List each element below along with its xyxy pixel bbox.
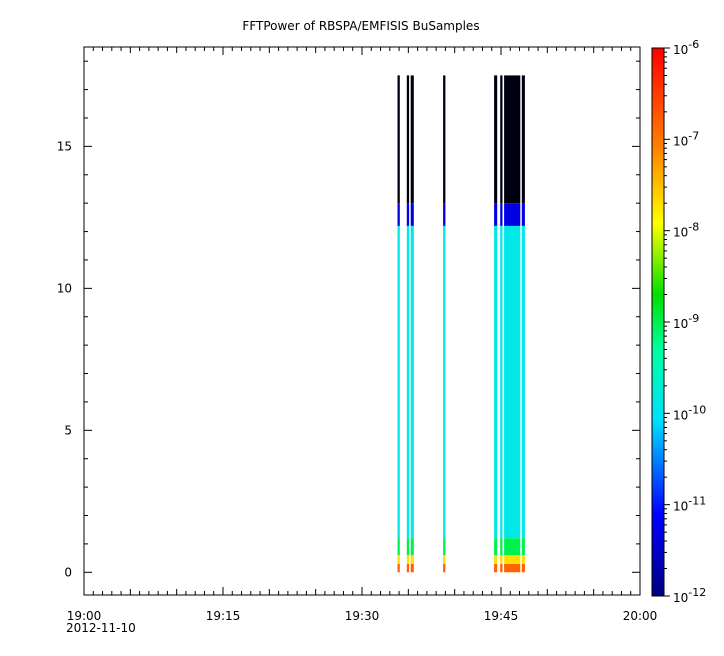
spectrogram-cell [500, 75, 503, 204]
colorbar-tick-label: 10-10 [673, 403, 706, 422]
spectrogram-cell [406, 538, 410, 556]
colorbar-tick-label: 10-11 [673, 495, 706, 514]
spectrogram-cell [406, 75, 410, 204]
spectrogram-cell [397, 75, 400, 204]
spectrogram-cell [410, 203, 414, 226]
spectrogram-cell [500, 555, 503, 564]
spectrogram-cell [406, 203, 410, 226]
spectrogram-cell [406, 225, 410, 539]
spectrogram-cell [397, 555, 400, 564]
spectrogram-cell [494, 563, 498, 573]
spectrogram-cell [397, 203, 400, 226]
spectrogram-cell [521, 75, 525, 204]
spectrogram-cell [410, 563, 414, 573]
spectrogram-cell [494, 203, 498, 226]
spectrogram-cell [504, 225, 521, 539]
colorbar-tick-label: 10-8 [673, 221, 699, 240]
chart-title: FFTPower of RBSPA/EMFISIS BuSamples [242, 19, 479, 33]
spectrogram-stripes [397, 75, 525, 573]
spectrogram-cell [521, 563, 525, 573]
colorbar-axis: 10-12 10-11 10-10 10-9 10-8 10-7 10-6 [664, 38, 706, 605]
x-date-label: 2012-11-10 [66, 621, 136, 635]
y-axis: 0 5 10 15 [57, 60, 640, 579]
x-tick-label: 19:15 [206, 609, 241, 623]
colorbar [651, 47, 665, 597]
y-tick-label: 5 [64, 423, 72, 437]
spectrogram-cell [521, 555, 525, 564]
spectrogram-cell [443, 538, 446, 556]
spectrogram-cell [397, 225, 400, 539]
spectrogram-cell [494, 75, 498, 204]
spectrogram-cell [500, 563, 503, 573]
spectrogram-cell [504, 538, 521, 556]
spectrogram-cell [500, 225, 503, 539]
x-tick-label: 19:45 [484, 609, 519, 623]
spectrogram-cell [500, 538, 503, 556]
y-tick-label: 10 [57, 281, 72, 295]
spectrogram-cell [410, 538, 414, 556]
spectrogram-cell [494, 225, 498, 539]
y-tick-label: 15 [57, 139, 72, 153]
plot-frame [83, 46, 641, 596]
x-axis: 19:00 19:15 19:30 19:45 20:00 [67, 47, 658, 623]
spectrogram-cell [504, 563, 521, 573]
spectrogram-cell [410, 225, 414, 539]
spectrogram-cell [397, 563, 400, 573]
spectrogram-cell [443, 225, 446, 539]
spectrogram-cell [397, 538, 400, 556]
spectrogram-cell [410, 555, 414, 564]
spectrogram-cell [443, 75, 446, 204]
spectrogram-cell [521, 203, 525, 226]
colorbar-tick-label: 10-9 [673, 312, 699, 331]
colorbar-tick-label: 10-12 [673, 586, 706, 605]
colorbar-tick-label: 10-7 [673, 129, 699, 148]
x-tick-label: 20:00 [623, 609, 658, 623]
spectrogram-cell [500, 203, 503, 226]
spectrogram-cell [406, 563, 410, 573]
spectrogram-cell [494, 538, 498, 556]
spectrogram-cell [504, 555, 521, 564]
colorbar-tick-label: 10-6 [673, 38, 699, 57]
spectrogram-cell [504, 203, 521, 226]
spectrogram-cell [443, 563, 446, 573]
x-tick-label: 19:30 [345, 609, 380, 623]
spectrogram-cell [406, 555, 410, 564]
spectrogram-cell [494, 555, 498, 564]
spectrogram-cell [443, 555, 446, 564]
spectrogram-cell [521, 225, 525, 539]
x-tick-label: 19:00 [67, 609, 102, 623]
spectrogram-cell [504, 75, 521, 204]
y-tick-label: 0 [64, 565, 72, 579]
spectrogram-cell [410, 75, 414, 204]
spectrogram-cell [443, 203, 446, 226]
spectrogram-cell [521, 538, 525, 556]
